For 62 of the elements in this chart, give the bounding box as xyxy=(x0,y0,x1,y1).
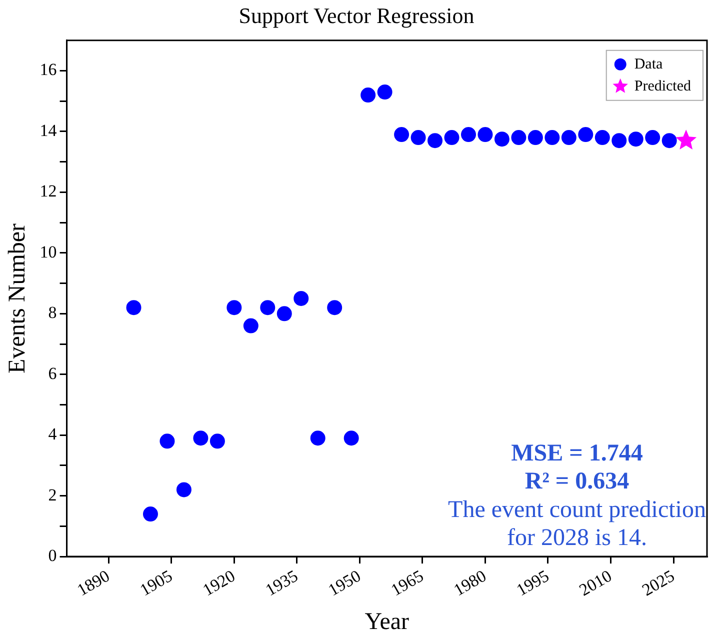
y-tick-label: 10 xyxy=(40,242,57,262)
y-axis-title: Events Number xyxy=(4,223,31,374)
point xyxy=(478,127,493,142)
y-tick-label: 12 xyxy=(40,182,57,201)
y-tick-label: 2 xyxy=(48,485,57,504)
point xyxy=(528,130,543,146)
point xyxy=(176,482,192,498)
x-tick-label: 2010 xyxy=(576,566,615,600)
point xyxy=(160,434,175,449)
x-tick-label: 1935 xyxy=(262,566,302,600)
point xyxy=(142,506,158,522)
point xyxy=(676,130,697,150)
point xyxy=(544,130,560,146)
annotation: R² = 0.634 xyxy=(524,468,630,495)
point xyxy=(494,132,510,147)
point xyxy=(628,132,644,147)
point xyxy=(327,300,342,316)
annotation: MSE = 1.744 xyxy=(511,440,643,467)
x-tick-label: 1890 xyxy=(74,566,113,600)
y-tick-label: 0 xyxy=(48,546,57,565)
point xyxy=(360,88,376,103)
x-tick-label: 1965 xyxy=(388,566,427,600)
point xyxy=(276,306,292,322)
point xyxy=(377,84,392,100)
point xyxy=(193,430,208,446)
y-tick-label: 16 xyxy=(40,60,57,80)
x-tick-label: 1905 xyxy=(136,566,176,600)
legend-label: Predicted xyxy=(634,78,692,94)
point xyxy=(662,133,677,148)
point xyxy=(226,300,242,316)
chart-title: Support Vector Regression xyxy=(238,2,474,28)
y-tick-label: 14 xyxy=(40,120,58,140)
point xyxy=(243,318,258,334)
point xyxy=(612,133,627,148)
y-tick-label: 4 xyxy=(48,424,58,444)
point xyxy=(444,130,460,146)
x-tick-label: 2025 xyxy=(638,566,678,600)
legend-label: Data xyxy=(634,56,664,72)
x-tick-label: 1950 xyxy=(324,566,364,600)
annotation: for 2028 is 14. xyxy=(507,524,647,551)
point xyxy=(410,130,426,146)
point xyxy=(460,127,476,142)
point xyxy=(260,300,276,316)
annotation: The event count prediction xyxy=(448,496,706,523)
point xyxy=(561,130,576,146)
y-tick-label: 8 xyxy=(48,303,57,322)
point xyxy=(394,127,410,142)
x-tick-label: 1920 xyxy=(199,566,238,600)
point xyxy=(511,130,526,146)
y-tick-label: 6 xyxy=(48,364,57,383)
point xyxy=(594,130,610,146)
point xyxy=(645,130,660,146)
point xyxy=(344,430,359,446)
point xyxy=(310,430,326,446)
point xyxy=(294,290,309,306)
x-tick-label: 1980 xyxy=(450,566,490,600)
point xyxy=(578,127,594,142)
point xyxy=(210,434,225,449)
point xyxy=(126,300,142,316)
x-axis-title: Year xyxy=(364,608,410,635)
x-tick-label: 1995 xyxy=(513,566,552,600)
point xyxy=(428,133,443,148)
